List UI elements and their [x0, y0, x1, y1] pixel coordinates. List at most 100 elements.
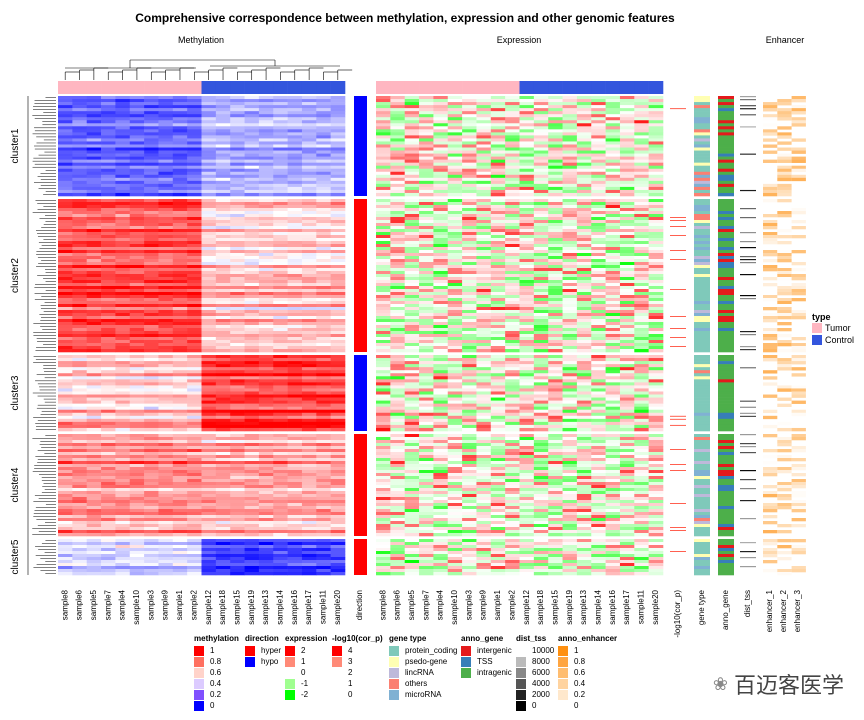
expression-cell	[433, 409, 449, 414]
methylation-cell	[258, 334, 274, 338]
expression-cell	[605, 217, 621, 221]
expression-cell	[476, 409, 492, 414]
methylation-cell	[158, 162, 174, 166]
methylation-cell	[158, 183, 174, 188]
expression-cell	[605, 241, 621, 245]
dist-tss-cell	[740, 208, 756, 210]
expression-cell	[433, 364, 449, 368]
expression-cell	[390, 268, 405, 272]
expression-cell	[562, 337, 578, 341]
methylation-cell	[316, 328, 331, 332]
expression-cell	[476, 99, 492, 103]
expression-cell	[648, 391, 664, 395]
expression-cell	[433, 382, 449, 386]
expression-cell	[419, 141, 434, 145]
methylation-cell	[230, 141, 245, 145]
methylation-cell	[115, 108, 131, 112]
enhancer-cell	[777, 403, 792, 407]
expression-cell	[490, 331, 506, 335]
expression-cell	[419, 409, 434, 414]
methylation-cell	[316, 208, 331, 212]
expression-cell	[447, 226, 463, 230]
methylation-cell	[258, 346, 274, 350]
methylation-cell	[244, 238, 260, 242]
expression-cell	[619, 168, 635, 173]
expression-cell	[419, 165, 434, 170]
methylation-cell	[230, 174, 245, 179]
expression-cell	[562, 208, 578, 212]
methylation-cell	[316, 292, 331, 296]
expression-cell	[404, 376, 420, 380]
methylation-cell	[72, 283, 87, 287]
methylation-cell	[86, 274, 102, 278]
expression-cell	[433, 358, 449, 362]
methylation-cell	[287, 298, 303, 302]
enhancer-cell	[763, 307, 778, 311]
type-annotation-cell	[58, 81, 73, 94]
methylation-cell	[187, 316, 202, 320]
expression-cell	[476, 286, 492, 290]
methylation-cell	[244, 214, 260, 218]
expression-cell	[648, 259, 664, 263]
methylation-cell	[230, 126, 245, 130]
methylation-cell	[301, 301, 317, 305]
methylation-cell	[72, 186, 87, 191]
expression-cell	[634, 346, 649, 350]
expression-cell	[447, 96, 463, 100]
expression-cell	[533, 177, 549, 182]
methylation-cell	[330, 376, 346, 380]
expression-cell	[376, 343, 391, 347]
methylation-cell	[86, 268, 102, 272]
methylation-cell	[115, 171, 131, 176]
expression-cell	[490, 144, 506, 148]
methylation-cell	[287, 334, 303, 338]
expression-cell	[562, 409, 578, 414]
expression-cell	[548, 217, 563, 221]
expression-cell	[404, 214, 420, 218]
expression-cell	[605, 238, 621, 242]
methylation-cell	[215, 349, 231, 353]
methylation-cell	[273, 268, 288, 272]
anno-gene-cell	[718, 144, 734, 148]
anno-gene-cell	[718, 153, 734, 157]
methylation-cell	[273, 367, 288, 371]
methylation-cell	[129, 217, 145, 221]
methylation-cell	[172, 361, 188, 365]
methylation-cell	[86, 349, 102, 353]
methylation-cell	[129, 162, 145, 166]
expression-cell	[519, 331, 535, 335]
methylation-cell	[330, 313, 346, 317]
methylation-cell	[129, 379, 145, 383]
expression-cell	[462, 129, 477, 133]
enhancer-cell	[777, 111, 792, 115]
expression-cell	[462, 388, 477, 392]
expression-cell	[576, 289, 592, 293]
methylation-cell	[86, 310, 102, 314]
methylation-cell	[316, 102, 331, 106]
methylation-cell	[330, 192, 346, 197]
methylation-cell	[215, 244, 231, 248]
expression-cell	[433, 346, 449, 350]
methylation-cell	[230, 108, 245, 112]
expression-cell	[548, 150, 563, 154]
methylation-cell	[187, 409, 202, 414]
expression-cell	[548, 307, 563, 311]
methylation-cell	[172, 262, 188, 266]
methylation-cell	[187, 150, 202, 154]
expression-cell	[562, 147, 578, 151]
enhancer-cell	[763, 337, 778, 341]
expression-cell	[548, 370, 563, 374]
methylation-cell	[144, 334, 159, 338]
expression-cell	[562, 379, 578, 383]
methylation-cell	[172, 328, 188, 332]
anno-gene-cell	[718, 394, 734, 398]
expression-cell	[519, 400, 535, 404]
expression-cell	[462, 373, 477, 377]
expression-cell	[548, 355, 563, 359]
methylation-cell	[129, 277, 145, 281]
methylation-cell	[101, 361, 116, 365]
methylation-cell	[86, 253, 102, 257]
expression-cell	[648, 373, 664, 377]
expression-cell	[533, 364, 549, 368]
expression-cell	[562, 427, 578, 432]
